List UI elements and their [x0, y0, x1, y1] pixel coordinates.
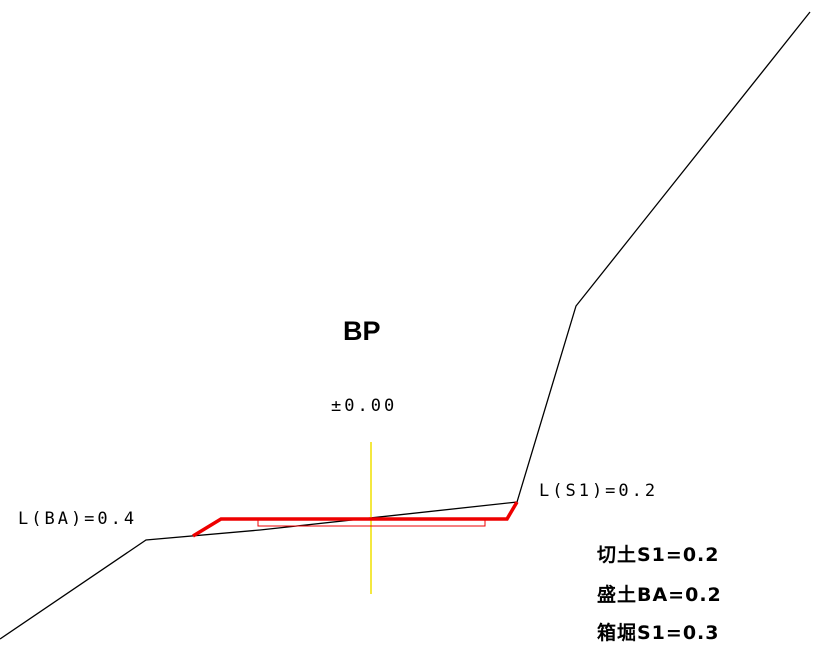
- left-slope-ratio-label: L(BA)=0.4: [18, 509, 138, 529]
- right-slope-ratio-label: L(S1)=0.2: [539, 481, 659, 501]
- summary-fill-ratio: 盛土BA=0.2: [597, 584, 722, 606]
- summary-cut-ratio: 切土S1=0.2: [597, 544, 720, 566]
- elevation-label: ±0.00: [331, 396, 398, 416]
- station-label: BP: [343, 316, 381, 346]
- design-road-section: [192, 501, 519, 538]
- ground-profile-line: [0, 11, 811, 640]
- summary-box-excavation-ratio: 箱堀S1=0.3: [597, 622, 720, 644]
